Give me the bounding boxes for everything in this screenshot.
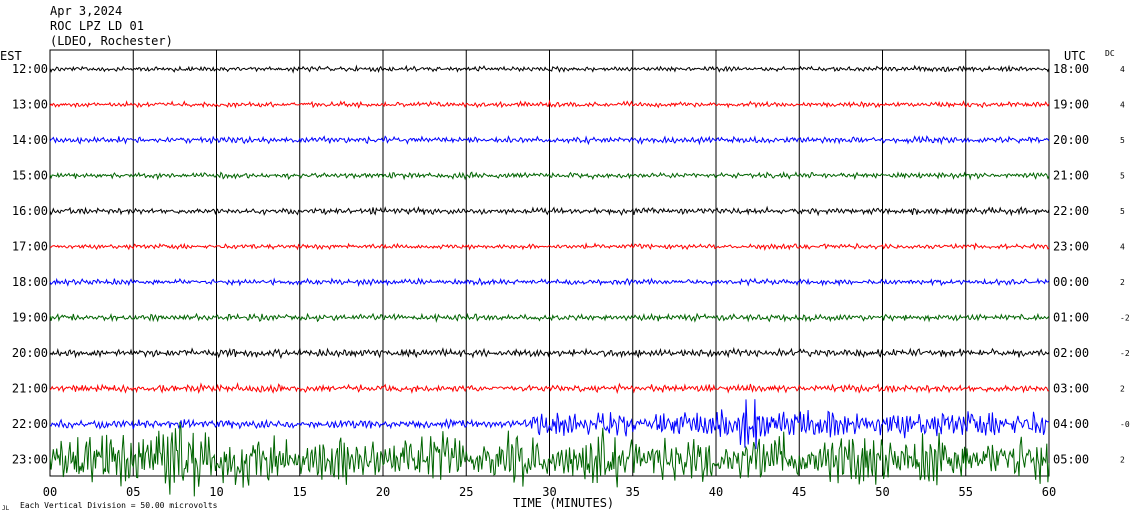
row-local-time-label: 19:00: [12, 311, 48, 325]
row-dc-label: -0: [1120, 420, 1130, 429]
x-axis-ticks: 00 05 10 15 20 25 30 35 40 45 50 55 60: [43, 485, 1056, 499]
row-local-time-label: 18:00: [12, 275, 48, 289]
row-local-time-label: 22:00: [12, 417, 48, 431]
row-local-time-label: 13:00: [12, 98, 48, 112]
local-time-labels: 12:00 13:00 14:00 15:00 16:00 17:00 18:00 19:00…: [12, 62, 48, 467]
x-tick-label: 35: [626, 485, 640, 499]
header-network: (LDEO, Rochester): [50, 34, 173, 48]
seismogram-trace: [49, 399, 1050, 450]
grid-lines: [49, 49, 1050, 477]
seismogram-traces: [49, 64, 1050, 497]
row-utc-time-label: 21:00: [1053, 169, 1089, 183]
row-local-time-label: 14:00: [12, 133, 48, 147]
x-tick-label: 25: [459, 485, 473, 499]
x-tick-label: 10: [209, 485, 223, 499]
row-utc-time-label: 22:00: [1053, 204, 1089, 218]
x-tick-label: 60: [1042, 485, 1056, 499]
row-dc-label: 2: [1120, 278, 1125, 287]
seismogram-trace: [49, 64, 1050, 74]
x-tick-label: 15: [293, 485, 307, 499]
right-timezone-label: UTC: [1064, 49, 1086, 63]
row-dc-label: 4: [1120, 243, 1125, 252]
row-utc-time-label: 02:00: [1053, 346, 1089, 360]
seismogram-trace: [49, 170, 1050, 181]
x-tick-label: 20: [376, 485, 390, 499]
row-dc-label: 2: [1120, 385, 1125, 394]
x-tick-label: 55: [959, 485, 973, 499]
seismogram-trace: [49, 99, 1050, 109]
seismogram-trace: [49, 312, 1050, 323]
x-tick-label: 50: [875, 485, 889, 499]
row-local-time-label: 23:00: [12, 453, 48, 467]
row-local-time-label: 16:00: [12, 204, 48, 218]
seismogram-trace: [49, 346, 1050, 360]
seismogram-trace: [49, 382, 1050, 395]
row-utc-time-label: 05:00: [1053, 453, 1089, 467]
seismogram-trace: [49, 205, 1050, 217]
row-local-time-label: 12:00: [12, 62, 48, 76]
x-tick-label: 00: [43, 485, 57, 499]
row-dc-label: 5: [1120, 207, 1125, 216]
row-dc-label: 5: [1120, 172, 1125, 181]
x-tick-label: 05: [126, 485, 140, 499]
header-station: ROC LPZ LD 01: [50, 19, 144, 33]
row-dc-label: -2: [1120, 349, 1130, 358]
footer-mark: JL: [2, 505, 10, 512]
seismogram-trace: [49, 421, 1050, 497]
row-utc-time-label: 18:00: [1053, 62, 1089, 76]
x-tick-label: 30: [542, 485, 556, 499]
row-dc-label: 4: [1120, 101, 1125, 110]
footer-division-note: Each Vertical Division = 50.00 microvolt…: [20, 501, 218, 510]
x-tick-label: 40: [709, 485, 723, 499]
row-local-time-label: 20:00: [12, 346, 48, 360]
row-local-time-label: 21:00: [12, 382, 48, 396]
seismogram-trace: [49, 242, 1050, 252]
row-local-time-label: 15:00: [12, 169, 48, 183]
row-dc-label: 5: [1120, 136, 1125, 145]
row-dc-label: 2: [1120, 456, 1125, 465]
utc-time-labels: 18:00 19:00 20:00 21:00 22:00 23:00 00:00 01:00…: [1053, 62, 1089, 467]
row-local-time-label: 17:00: [12, 240, 48, 254]
dc-header-label: DC: [1105, 49, 1115, 58]
left-timezone-label: EST: [0, 49, 22, 63]
row-utc-time-label: 23:00: [1053, 240, 1089, 254]
row-utc-time-label: 03:00: [1053, 382, 1089, 396]
x-axis-label: TIME (MINUTES): [513, 496, 614, 510]
row-utc-time-label: 20:00: [1053, 133, 1089, 147]
row-utc-time-label: 00:00: [1053, 275, 1089, 289]
x-tick-label: 45: [792, 485, 806, 499]
header-date: Apr 3,2024: [50, 4, 122, 18]
dc-offset-labels: 4 4 5 5 5 4 2 -2 -2 2 -0 2: [1120, 65, 1130, 465]
row-utc-time-label: 01:00: [1053, 311, 1089, 325]
row-utc-time-label: 04:00: [1053, 417, 1089, 431]
seismogram-trace: [49, 135, 1050, 146]
row-dc-label: 4: [1120, 65, 1125, 74]
row-utc-time-label: 19:00: [1053, 98, 1089, 112]
row-dc-label: -2: [1120, 314, 1130, 323]
seismogram-trace: [49, 277, 1050, 288]
